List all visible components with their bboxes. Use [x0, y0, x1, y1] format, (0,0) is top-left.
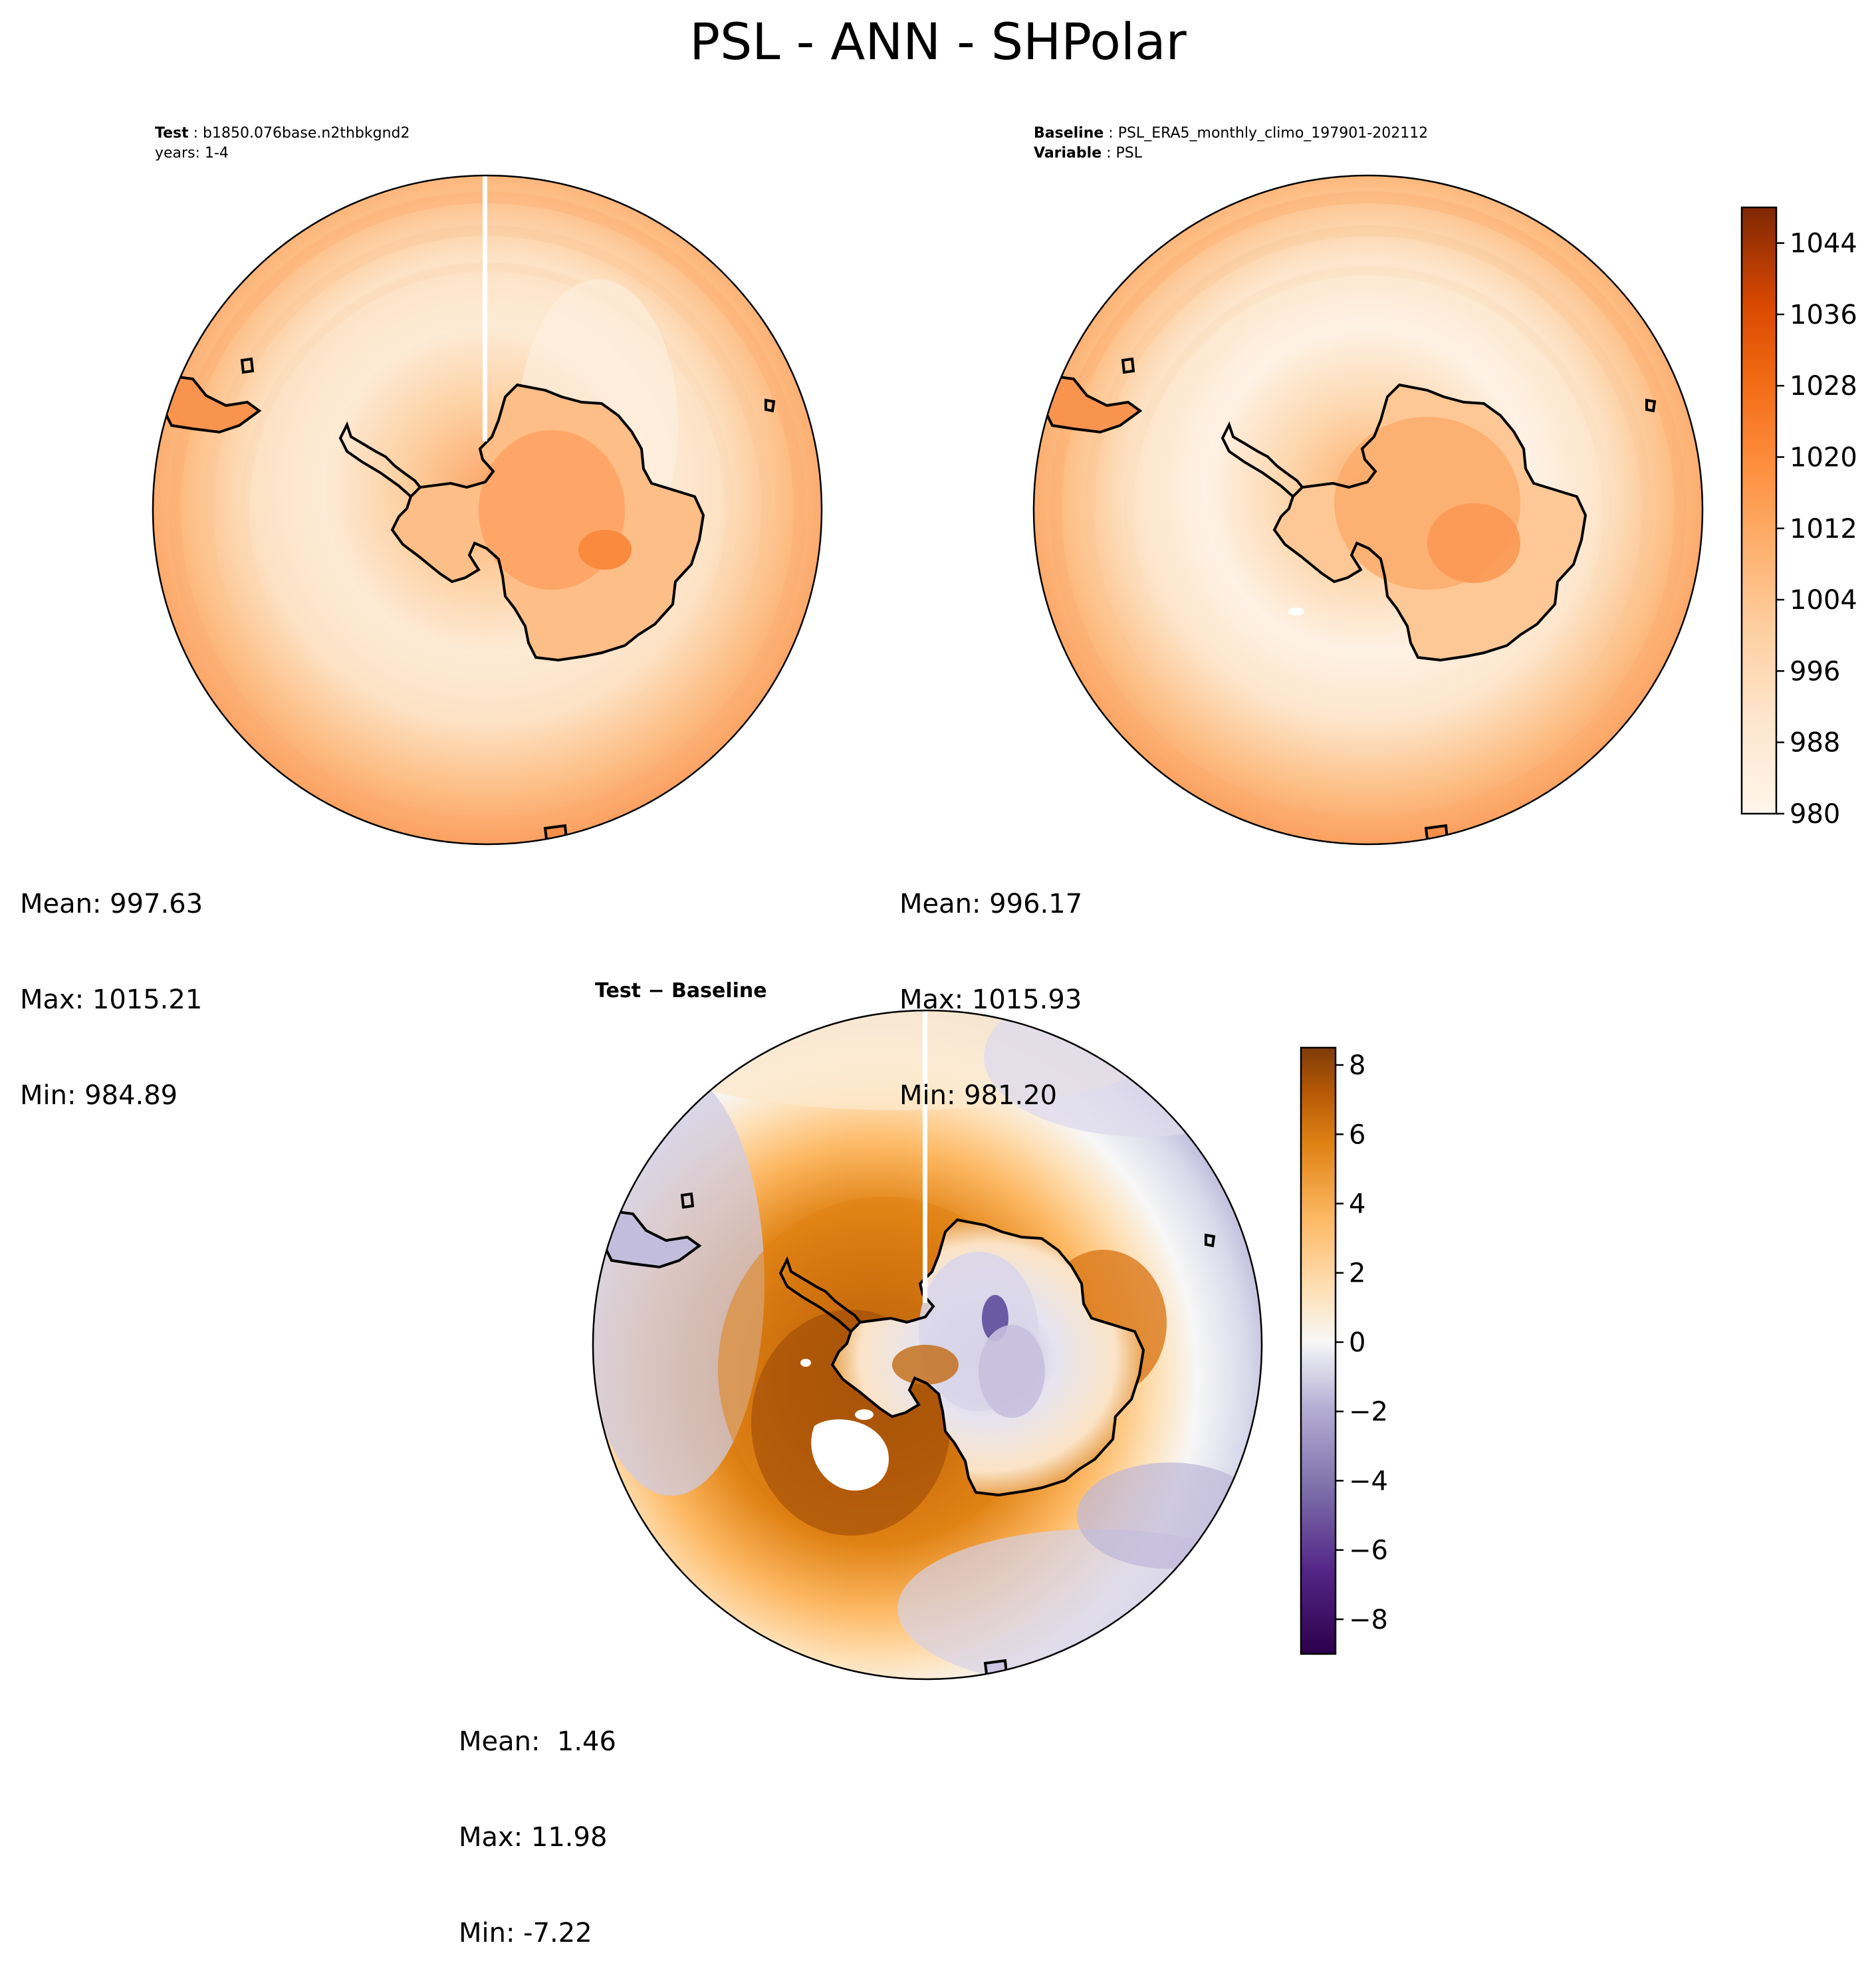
diff-colorbar: 8 6 4 2 0 −2 −4 −6 −8 [1300, 1046, 1388, 1655]
baseline-stats: Mean: 996.17 Max: 1015.93 Min: 981.20 [899, 824, 1082, 1143]
diff-stat-mean: Mean: 1.46 [459, 1726, 616, 1757]
field-colorbar-ticks: 1044 1036 1028 1020 1012 1004 996 988 980 [1776, 229, 1857, 830]
field-colorbar-tick-label: 1036 [1790, 300, 1857, 330]
baseline-stat-max: Max: 1015.93 [899, 985, 1082, 1015]
diff-colorbar-tick-label: 8 [1349, 1050, 1365, 1081]
field-colorbar-tick-label: 980 [1790, 799, 1840, 830]
diff-stat-min: Min: -7.22 [459, 1918, 592, 1948]
field-colorbar-tick-label: 1044 [1790, 229, 1857, 259]
diff-panel-title: Test − Baseline [595, 979, 767, 1002]
test-label-value: b1850.076base.n2thbkgnd2 [203, 125, 410, 142]
test-stat-mean: Mean: 997.63 [20, 889, 203, 919]
test-map [152, 174, 823, 846]
test-label-key: Test [155, 125, 189, 142]
baseline-label-value: PSL_ERA5_monthly_climo_197901-202112 [1117, 125, 1429, 142]
diff-colorbar-tick-label: −2 [1349, 1397, 1388, 1427]
test-stat-max: Max: 1015.21 [20, 985, 203, 1015]
baseline-variable-value: PSL [1115, 145, 1143, 162]
diff-colorbar-tick-label: 0 [1349, 1328, 1365, 1358]
figure-title: PSL - ANN - SHPolar [689, 12, 1187, 71]
test-panel-header: Test : b1850.076base.n2thbkgnd2 years: 1… [155, 124, 410, 164]
diff-colorbar-tick-label: 2 [1349, 1258, 1365, 1289]
test-stats: Mean: 997.63 Max: 1015.21 Min: 984.89 [20, 824, 203, 1143]
field-colorbar-tick-label: 1020 [1790, 443, 1857, 473]
baseline-stat-min: Min: 981.20 [899, 1080, 1058, 1111]
baseline-label-key: Baseline [1034, 125, 1104, 142]
diff-colorbar-tick-label: −4 [1349, 1466, 1388, 1496]
diff-stats: Mean: 1.46 Max: 11.98 Min: -7.22 [459, 1662, 616, 1981]
baseline-stat-mean: Mean: 996.17 [899, 889, 1083, 919]
field-colorbar-tick-label: 1004 [1790, 585, 1857, 616]
baseline-variable-key: Variable [1034, 145, 1102, 162]
field-colorbar-tick-label: 996 [1790, 656, 1840, 687]
difference-map [592, 1009, 1263, 1681]
diff-colorbar-ticks: 8 6 4 2 0 −2 −4 −6 −8 [1336, 1050, 1388, 1635]
baseline-panel-header: Baseline : PSL_ERA5_monthly_climo_197901… [1034, 125, 1429, 162]
diff-colorbar-tick-label: −6 [1349, 1536, 1388, 1566]
test-stat-min: Min: 984.89 [20, 1080, 178, 1111]
field-colorbar-tick-label: 988 [1790, 728, 1840, 758]
baseline-map [1032, 174, 1704, 846]
diff-colorbar-tick-label: −8 [1349, 1605, 1388, 1635]
field-colorbar-tick-label: 1012 [1790, 514, 1857, 544]
field-colorbar-tick-label: 1028 [1790, 371, 1857, 402]
diff-colorbar-tick-label: 4 [1349, 1189, 1365, 1220]
diff-stat-max: Max: 11.98 [459, 1822, 608, 1853]
test-years: years: 1-4 [155, 145, 229, 162]
diff-colorbar-tick-label: 6 [1349, 1119, 1365, 1150]
figure-canvas: 1044 1036 1028 1020 1012 1004 996 988 980 [152, 174, 1857, 1681]
field-colorbar: 1044 1036 1028 1020 1012 1004 996 988 980 [1740, 206, 1857, 830]
